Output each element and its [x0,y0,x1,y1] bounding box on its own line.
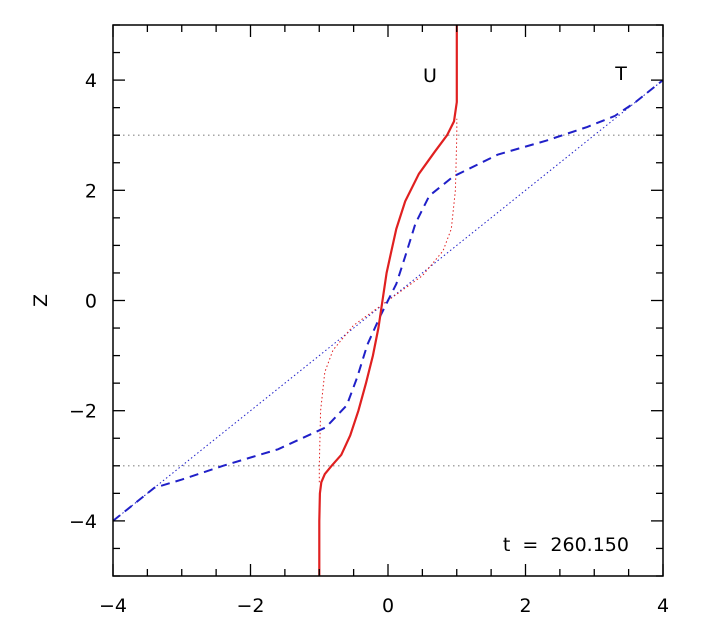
y-axis-title: Z [30,294,52,307]
t-series-label: T [614,63,627,85]
x-tick-label: −4 [99,595,127,617]
u-series-label: U [423,65,437,87]
x-tick-label: 2 [519,595,531,617]
reference-lines [113,134,663,467]
y-tick-label: 2 [85,180,97,202]
time-annotation: t = 260.150 [503,534,629,556]
y-tick-label: −4 [69,511,97,533]
x-tick-label: 0 [382,595,394,617]
x-tick-label: 4 [657,595,669,617]
y-tick-labels: −4 −2 0 2 4 [69,70,97,533]
series-line-1 [112,79,664,522]
axis-ticks [112,24,664,577]
x-tick-labels: −4 −2 0 2 4 [99,595,669,617]
x-tick-label: −2 [236,595,264,617]
series-line-0 [318,25,458,576]
y-tick-label: 4 [85,70,97,92]
series-layer [112,25,664,576]
y-tick-label: −2 [69,401,97,423]
y-tick-label: 0 [85,291,97,313]
